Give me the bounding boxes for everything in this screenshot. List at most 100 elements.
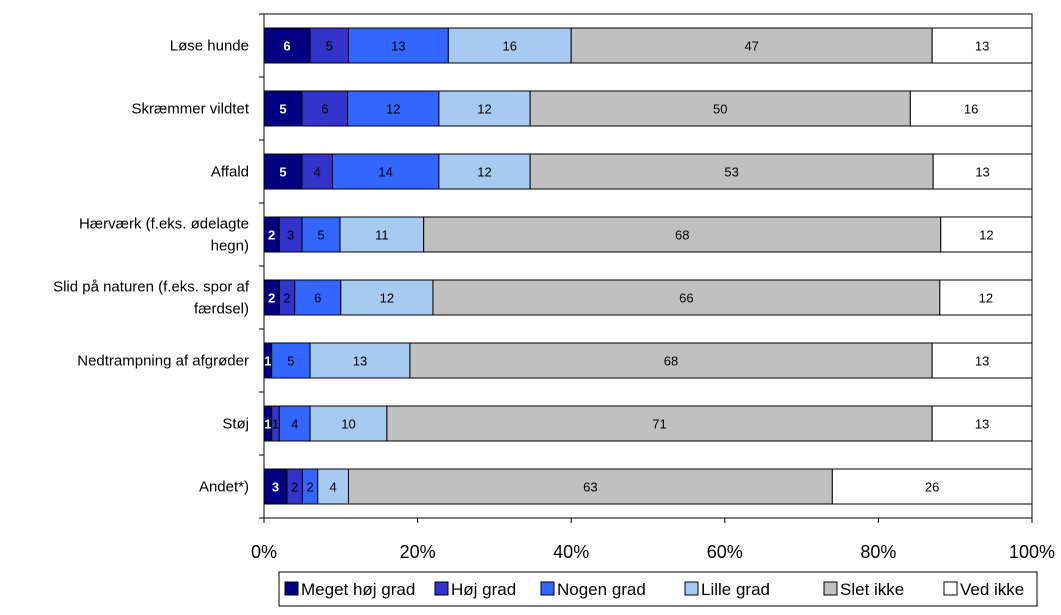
data-label: 68 (675, 228, 689, 243)
data-label: 6 (321, 102, 328, 117)
x-tick-label: 20% (400, 542, 436, 562)
bar-segment (309, 27, 349, 64)
data-label: 16 (503, 39, 517, 54)
bar-segment (529, 153, 934, 190)
data-label: 66 (679, 291, 693, 306)
bar-segment (831, 468, 1033, 505)
category-label: Andet*) (199, 479, 249, 496)
data-label: 4 (291, 417, 298, 432)
bar-segment (309, 405, 388, 442)
category-label: Løse hunde (170, 38, 249, 55)
data-label: 4 (314, 165, 321, 180)
data-label: 11 (375, 228, 389, 243)
legend-label: Slet ikke (840, 580, 904, 599)
data-label: 63 (583, 480, 597, 495)
x-tick-label: 40% (553, 542, 589, 562)
data-label: 5 (317, 228, 324, 243)
x-axis: 0% 20% 40% 60% 80% 100% (251, 13, 1055, 562)
x-tick-label: 60% (707, 542, 743, 562)
bar-segment (301, 90, 349, 127)
data-label: 12 (477, 165, 491, 180)
data-label: 2 (283, 291, 290, 306)
category-label: Hærværk (f.eks. ødelagte hegn) (79, 216, 249, 255)
category-label: Støj (222, 416, 249, 433)
bar-segment (263, 27, 311, 64)
bar-segment (340, 279, 434, 316)
bar-segment (347, 468, 833, 505)
data-label: 5 (287, 354, 294, 369)
plot-area: 6 5 13 16 47 135 6 12 12 50 165 4 14 12 53 132 3 5 11 68 122… (263, 13, 1033, 519)
category-label: Nedtrampning af afgrøder (77, 353, 249, 370)
x-tick-label: 100% (1009, 542, 1055, 562)
data-label: 12 (979, 291, 993, 306)
bar-segment (438, 90, 531, 127)
data-label: 14 (378, 165, 392, 180)
data-label: 4 (330, 480, 337, 495)
legend-swatch (684, 581, 699, 596)
data-label: 2 (306, 480, 313, 495)
x-tick-label: 80% (860, 542, 896, 562)
plot-frame (263, 13, 1033, 519)
data-label: 12 (386, 102, 400, 117)
data-label: 6 (314, 291, 321, 306)
bar-segment (271, 342, 311, 379)
data-label: 71 (652, 417, 666, 432)
legend-swatch (434, 581, 449, 596)
bar-segment (423, 216, 942, 253)
data-label: 12 (979, 228, 993, 243)
bar-segment (347, 90, 440, 127)
data-label: 6 (283, 39, 290, 54)
bar-segment (940, 216, 1033, 253)
bar-segment (438, 153, 531, 190)
bar-segment (932, 153, 1033, 190)
data-label: 2 (268, 291, 275, 306)
legend-swatch (540, 581, 555, 596)
data-label: 13 (975, 354, 989, 369)
data-label: 1 (264, 417, 271, 432)
data-label: 1 (264, 354, 271, 369)
legend: Meget høj grad Høj grad Nogen grad Lille gr… (278, 571, 1038, 607)
legend-label: Ved ikke (960, 580, 1024, 599)
data-label: 16 (964, 102, 978, 117)
bar-segment (939, 279, 1033, 316)
bar-segment (909, 90, 1033, 127)
bar-segment (386, 405, 933, 442)
data-label: 5 (326, 39, 333, 54)
legend-label: Høj grad (451, 580, 516, 599)
data-label: 47 (744, 39, 758, 54)
data-label: 13 (391, 39, 405, 54)
data-label: 10 (341, 417, 355, 432)
category-label: Skræmmer vildtet (131, 101, 249, 118)
data-label: 26 (925, 480, 939, 495)
legend-label: Meget høj grad (301, 580, 415, 599)
data-label: 3 (272, 480, 279, 495)
bar-segment (317, 468, 349, 505)
bar-segment (301, 153, 333, 190)
bar-segment (931, 405, 1033, 442)
data-label: 2 (268, 228, 275, 243)
bar-segment (263, 90, 303, 127)
data-label: 12 (380, 291, 394, 306)
x-tick-label: 0% (251, 542, 277, 562)
data-label: 12 (477, 102, 491, 117)
data-label: 13 (975, 39, 989, 54)
category-label: Affald (211, 164, 249, 181)
data-label: 2 (291, 480, 298, 495)
legend-label: Nogen grad (557, 580, 646, 599)
bar-segment (309, 342, 411, 379)
bar-segment (347, 27, 449, 64)
legend-swatch (284, 581, 299, 596)
data-label: 13 (353, 354, 367, 369)
data-label: 53 (724, 165, 738, 180)
legend-swatch (943, 581, 958, 596)
data-label: 3 (287, 228, 294, 243)
legend-swatch (823, 581, 838, 596)
category-labels: Løse hunde Skræmmer vildtet Affald Hærværk … (53, 38, 250, 496)
data-label: 50 (713, 102, 727, 117)
bar-segment (931, 342, 1033, 379)
bar-segment (263, 153, 303, 190)
legend-label: Lille grad (701, 580, 770, 599)
data-label: 13 (975, 417, 989, 432)
